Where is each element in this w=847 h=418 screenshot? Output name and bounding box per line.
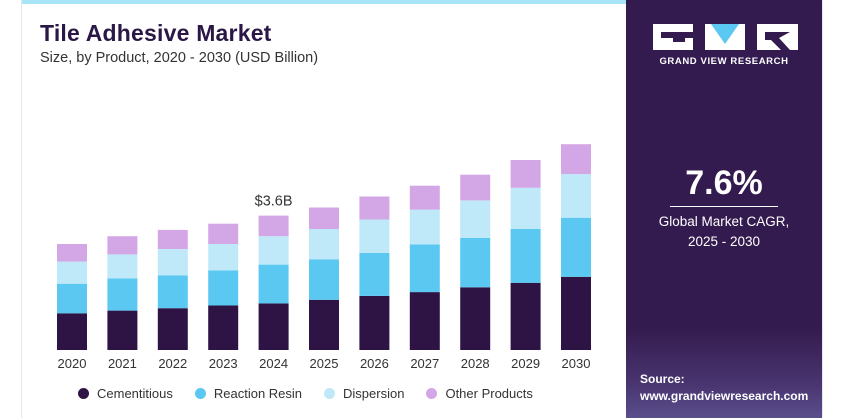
legend-item-cementitious: Cementitious — [78, 386, 173, 401]
legend-item-dispersion: Dispersion — [324, 386, 404, 401]
bar-segment-dispersion-2029 — [510, 187, 541, 229]
bar-segment-reaction-resin-2020 — [57, 283, 87, 314]
chart-title: Tile Adhesive Market — [40, 20, 272, 46]
legend-label-cementitious: Cementitious — [97, 386, 173, 401]
x-tick-label-2026: 2026 — [360, 356, 389, 371]
bar-segment-other-products-2020 — [57, 244, 87, 262]
bar-segment-reaction-resin-2028 — [460, 238, 491, 288]
bar-segment-cementitious-2028 — [460, 287, 491, 350]
bar-segment-reaction-resin-2025 — [309, 259, 339, 300]
x-tick-label-2020: 2020 — [58, 356, 87, 371]
bar-segment-dispersion-2026 — [359, 219, 390, 253]
bar-segment-other-products-2028 — [460, 174, 491, 201]
bar-segment-cementitious-2020 — [57, 313, 87, 350]
bar-segment-reaction-resin-2022 — [157, 275, 188, 309]
source-link[interactable]: www.grandviewresearch.com — [640, 389, 809, 403]
bar-segment-dispersion-2030 — [561, 174, 591, 218]
data-label-2024: $3.6B — [255, 194, 293, 210]
legend-swatch-reaction-resin — [194, 388, 206, 399]
bar-segment-dispersion-2023 — [208, 244, 239, 271]
legend-swatch-cementitious — [78, 388, 89, 399]
side-panel-glow — [626, 328, 822, 418]
x-tick-label-2022: 2022 — [158, 356, 187, 371]
legend-swatch-other-products — [426, 388, 438, 399]
legend-label-dispersion: Dispersion — [343, 386, 405, 401]
bar-segment-reaction-resin-2027 — [409, 244, 440, 293]
x-tick-label-2023: 2023 — [209, 356, 238, 371]
bar-segment-other-products-2022 — [157, 229, 188, 249]
bar-segment-cementitious-2025 — [309, 299, 339, 350]
bar-segment-cementitious-2024 — [258, 303, 289, 350]
legend-label-other-products: Other Products — [445, 386, 533, 401]
top-accent-strip — [22, 0, 626, 4]
cagr-label-line-2: 2025 - 2030 — [687, 234, 761, 249]
bar-segment-other-products-2026 — [359, 196, 390, 220]
bar-segment-other-products-2024 — [258, 215, 289, 237]
x-tick-label-2025: 2025 — [310, 356, 339, 371]
legend-item-other-products: Other Products — [426, 386, 533, 401]
chart-subtitle: Size, by Product, 2020 - 2030 (USD Billi… — [40, 50, 319, 66]
bar-segment-other-products-2021 — [107, 236, 138, 255]
bar-segment-cementitious-2026 — [359, 295, 390, 350]
x-tick-label-2021: 2021 — [108, 356, 137, 371]
bar-segment-reaction-resin-2026 — [359, 252, 390, 296]
bar-segment-reaction-resin-2030 — [561, 217, 591, 277]
bar-segment-dispersion-2025 — [309, 229, 339, 260]
chart-legend: Cementitious Reaction Resin Dispersion O… — [78, 386, 555, 401]
bar-segment-cementitious-2021 — [107, 310, 138, 350]
legend-label-reaction-resin: Reaction Resin — [213, 386, 303, 401]
bar-segment-other-products-2029 — [510, 160, 541, 188]
x-tick-label-2027: 2027 — [410, 356, 439, 371]
bar-segment-cementitious-2030 — [561, 276, 591, 350]
bar-segment-reaction-resin-2023 — [208, 270, 239, 306]
cagr-label: Global Market CAGR, 2025 - 2030 — [626, 212, 822, 252]
bar-segment-reaction-resin-2021 — [107, 278, 138, 311]
insight-side-panel: GRAND VIEW RESEARCH 7.6% Global Market C… — [626, 0, 822, 418]
grand-view-research-logo-icon — [653, 24, 798, 50]
bar-segment-dispersion-2022 — [157, 249, 188, 276]
bar-segment-dispersion-2028 — [460, 200, 491, 238]
x-tick-label-2024: 2024 — [259, 356, 288, 371]
x-tick-label-2028: 2028 — [461, 356, 490, 371]
bar-segment-dispersion-2027 — [409, 209, 440, 245]
bar-segment-dispersion-2024 — [258, 236, 289, 265]
brand-name: GRAND VIEW RESEARCH — [659, 56, 789, 67]
bar-segment-cementitious-2027 — [409, 292, 440, 350]
x-tick-label-2030: 2030 — [562, 356, 591, 371]
bar-segment-cementitious-2022 — [157, 308, 188, 350]
bar-segment-other-products-2030 — [561, 144, 591, 175]
bar-segment-reaction-resin-2029 — [510, 229, 541, 283]
source-label: Source: — [640, 372, 685, 386]
cagr-value: 7.6% — [685, 164, 763, 202]
legend-item-reaction-resin: Reaction Resin — [194, 386, 303, 401]
bar-segment-cementitious-2023 — [208, 305, 239, 350]
cagr-label-line-1: Global Market CAGR, — [658, 214, 790, 229]
bar-segment-other-products-2025 — [309, 207, 339, 229]
bar-segment-dispersion-2020 — [57, 261, 87, 284]
bar-segment-dispersion-2021 — [107, 254, 138, 279]
bar-segment-other-products-2023 — [208, 223, 239, 244]
legend-swatch-dispersion — [324, 388, 336, 399]
x-tick-label-2029: 2029 — [511, 356, 540, 371]
bar-segment-other-products-2027 — [409, 185, 440, 210]
bar-segment-reaction-resin-2024 — [258, 264, 289, 304]
stacked-bar-chart: 2020 2021 2022 2023 2024 $3.6B 2025 2026 2027 202… — [57, 144, 591, 371]
cagr-divider — [670, 206, 778, 207]
bar-segment-cementitious-2029 — [510, 282, 541, 350]
